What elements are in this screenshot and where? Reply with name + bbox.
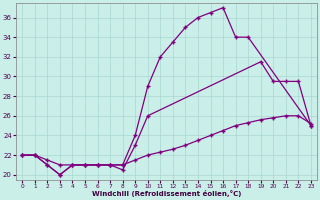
X-axis label: Windchill (Refroidissement éolien,°C): Windchill (Refroidissement éolien,°C) <box>92 190 241 197</box>
